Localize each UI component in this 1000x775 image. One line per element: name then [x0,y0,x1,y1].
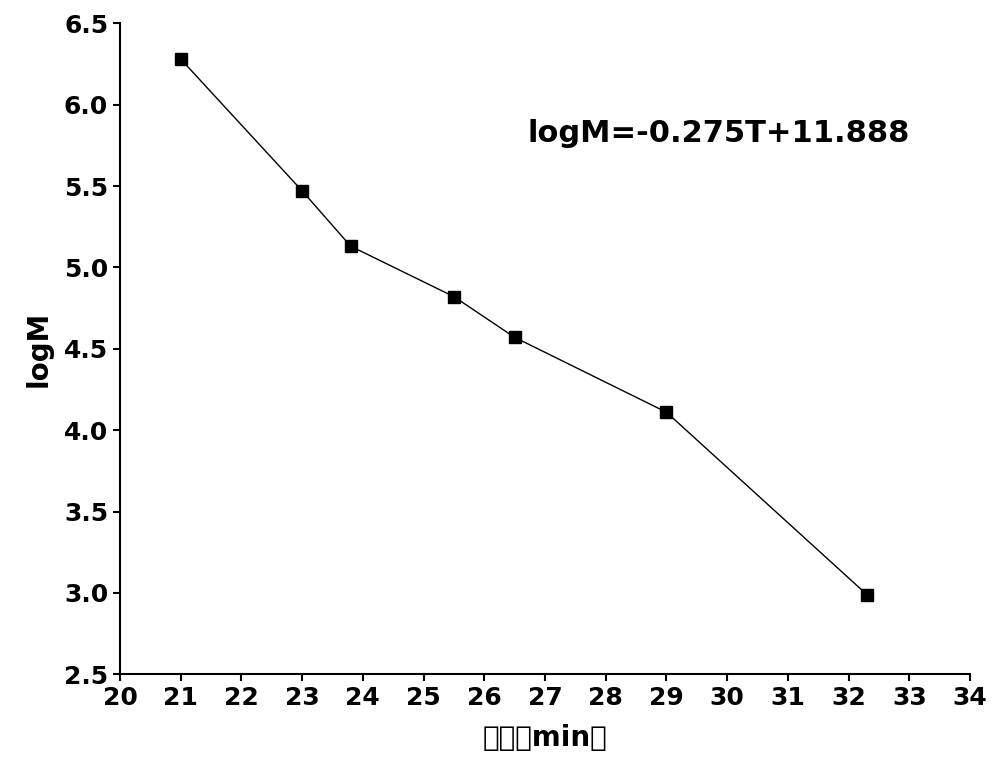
Y-axis label: logM: logM [25,311,53,387]
Text: logM=-0.275T+11.888: logM=-0.275T+11.888 [528,119,910,149]
X-axis label: 时间（min）: 时间（min） [483,724,607,752]
